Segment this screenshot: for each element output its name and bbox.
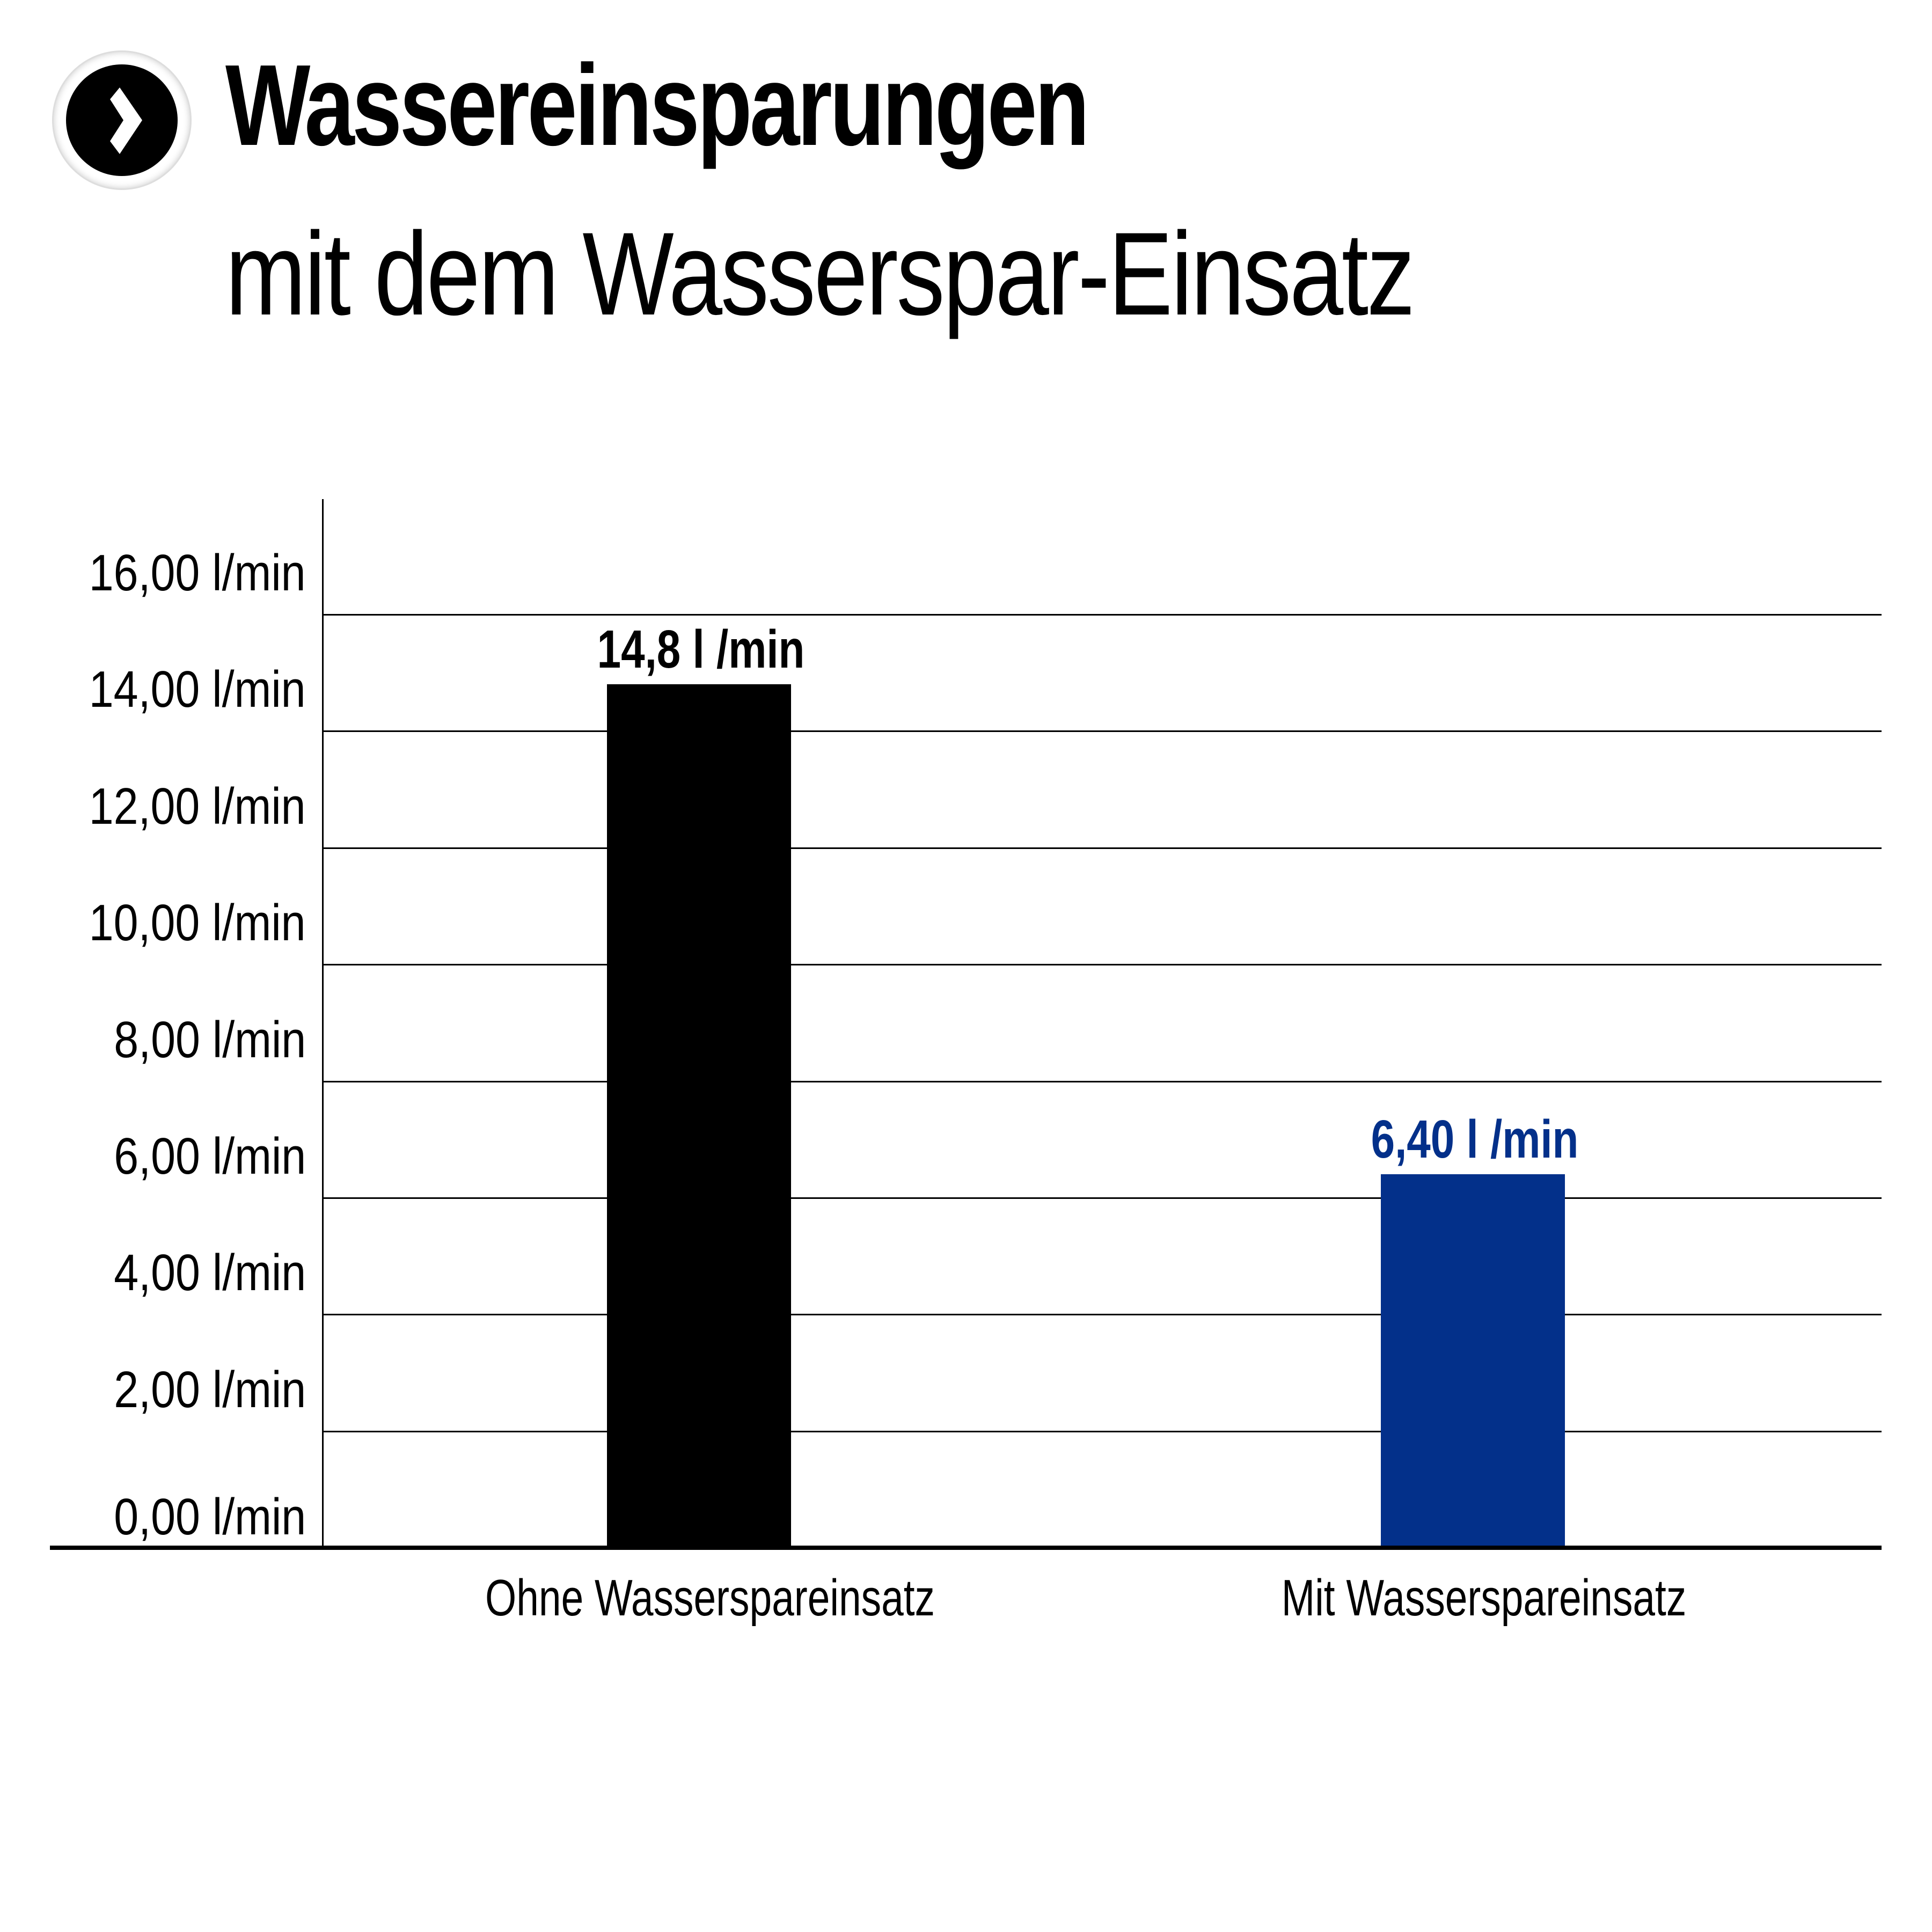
- y-tick-label: 0,00 l/min: [114, 1488, 306, 1546]
- y-tick-label: 10,00 l/min: [89, 894, 306, 952]
- bar: [1381, 1174, 1565, 1548]
- gridline: [323, 1430, 1882, 1432]
- gridline: [323, 614, 1882, 616]
- bar-value-label: 14,8 l /min: [597, 619, 804, 680]
- y-axis: [322, 499, 324, 1550]
- category-label: Ohne Wasserspareinsatz: [485, 1569, 935, 1627]
- gridline: [323, 730, 1882, 733]
- bar: [607, 684, 791, 1548]
- y-tick-label: 8,00 l/min: [114, 1011, 306, 1069]
- gridline: [323, 1080, 1882, 1082]
- gridline: [323, 964, 1882, 966]
- y-tick-label: 14,00 l/min: [89, 661, 306, 719]
- y-tick-label: 16,00 l/min: [89, 544, 306, 602]
- chevron-right-circle-icon: [54, 52, 190, 188]
- y-tick-label: 6,00 l/min: [114, 1127, 306, 1185]
- y-tick-label: 2,00 l/min: [114, 1360, 306, 1418]
- page-subtitle: mit dem Wasserspar-Einsatz: [225, 208, 1415, 340]
- y-tick-label: 4,00 l/min: [114, 1244, 306, 1302]
- y-tick-label: 12,00 l/min: [89, 777, 306, 835]
- gridline: [323, 1314, 1882, 1316]
- gridline: [323, 847, 1882, 849]
- gridline: [323, 1197, 1882, 1199]
- x-axis: [50, 1546, 1882, 1550]
- page-title: Wassereinsparungen: [225, 40, 1089, 170]
- category-label: Mit Wasserspareinsatz: [1281, 1569, 1686, 1627]
- bar-value-label: 6,40 l /min: [1371, 1109, 1578, 1170]
